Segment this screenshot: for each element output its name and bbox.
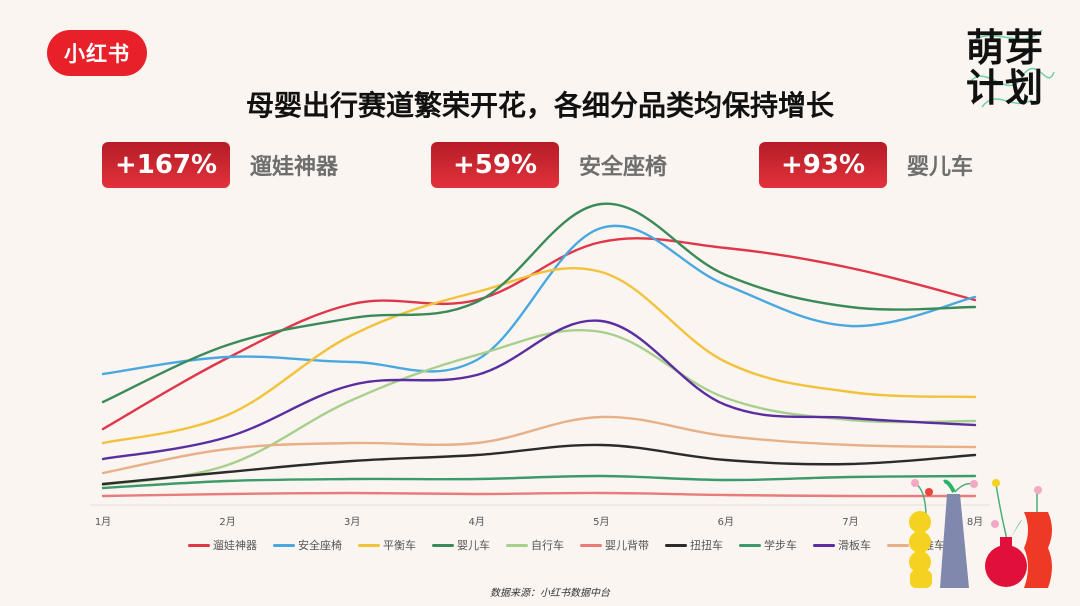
- legend-label: 扭扭车: [690, 539, 723, 552]
- series-line: [101, 474, 977, 490]
- x-tick-label: 7月: [842, 517, 859, 528]
- legend-swatch: [580, 543, 602, 547]
- legend-label: 婴儿背带: [605, 539, 649, 552]
- x-tick-label: 2月: [219, 517, 236, 528]
- legend-label: 自行车: [531, 539, 564, 552]
- xiaohongshu-logo: 小红书: [47, 30, 147, 76]
- legend-item: 遛娃神器: [188, 537, 257, 553]
- legend-item: 学步车: [739, 537, 797, 553]
- x-tick-label: 4月: [468, 517, 485, 528]
- series-line: [101, 328, 977, 487]
- series-line: [101, 224, 977, 376]
- vases-decoration-icon: [909, 479, 1052, 588]
- legend-item: 婴儿车: [432, 537, 490, 553]
- legend-item: 安全座椅: [273, 537, 342, 553]
- legend-label: 滑板车: [838, 539, 871, 552]
- kpi-badge: +93%: [759, 142, 887, 188]
- legend-item: 扭扭车: [665, 537, 723, 553]
- kpi-label: 安全座椅: [579, 155, 668, 180]
- legend-swatch: [273, 543, 295, 547]
- legend-label: 遛娃神器: [213, 539, 257, 552]
- kpi-baby-stroller: +93% 婴儿车: [759, 142, 973, 188]
- legend-swatch: [887, 543, 909, 547]
- legend-item: 滑板车: [813, 537, 871, 553]
- legend-label: 安全座椅: [298, 539, 342, 552]
- series-line: [101, 237, 977, 431]
- kpi-stroller-toy: +167% 遛娃神器: [102, 142, 338, 188]
- kpi-badge: +167%: [102, 142, 230, 188]
- chart-legend: 遛娃神器安全座椅平衡车婴儿车自行车婴儿背带扭扭车学步车滑板车手推车: [188, 537, 961, 553]
- series-line: [101, 267, 977, 445]
- series-line: [101, 415, 977, 475]
- x-axis-labels: 1月 2月 3月 4月 5月 6月 7月 8月: [0, 513, 1080, 528]
- series-line: [101, 491, 977, 498]
- kpi-label: 遛娃神器: [250, 155, 339, 180]
- series-line: [101, 443, 977, 486]
- legend-label: 平衡车: [383, 539, 416, 552]
- legend-item: 平衡车: [358, 537, 416, 553]
- legend-swatch: [188, 543, 210, 547]
- x-tick-label: 1月: [94, 517, 112, 528]
- legend-swatch: [665, 543, 687, 547]
- legend-swatch: [432, 543, 454, 547]
- kpi-label: 婴儿车: [907, 155, 974, 180]
- legend-label: 婴儿车: [457, 539, 490, 552]
- page-title: 母婴出行赛道繁荣开花，各细分品类均保持增长: [245, 89, 834, 122]
- swirl-decoration-icon: [969, 29, 1055, 108]
- x-tick-label: 6月: [717, 517, 735, 528]
- brand-mark: 萌芽 计划: [966, 28, 1056, 108]
- legend-item: 自行车: [506, 537, 564, 553]
- legend-swatch: [506, 543, 528, 547]
- x-tick-label: 5月: [593, 517, 610, 528]
- brand-line-2: 计划: [966, 66, 1045, 110]
- series-line: [101, 202, 977, 404]
- chart-series: [101, 202, 977, 498]
- legend-swatch: [358, 543, 380, 547]
- kpi-car-seat: +59% 安全座椅: [431, 142, 667, 188]
- kpi-badge: +59%: [431, 142, 559, 188]
- legend-item: 婴儿背带: [580, 537, 649, 553]
- brand-line-1: 萌芽: [966, 26, 1045, 70]
- legend-swatch: [813, 543, 835, 547]
- data-source-note: 数据来源：小红书数据中台: [490, 588, 610, 599]
- x-tick-label: 3月: [343, 517, 361, 528]
- x-tick-label: 8月: [966, 517, 984, 528]
- legend-label: 学步车: [764, 539, 797, 552]
- legend-swatch: [739, 543, 761, 547]
- series-line: [101, 319, 977, 461]
